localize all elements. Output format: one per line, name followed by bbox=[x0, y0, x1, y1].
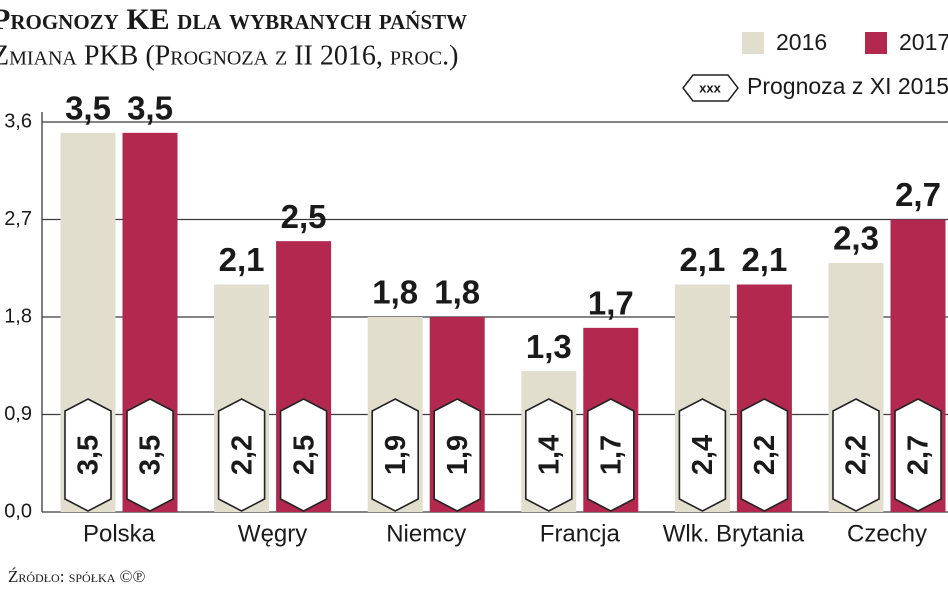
x-tick-label: Niemcy bbox=[386, 520, 466, 547]
forecast-label: 2,2 bbox=[226, 435, 258, 475]
forecast-label: 3,5 bbox=[135, 435, 167, 475]
x-tick-label: Polska bbox=[83, 520, 156, 547]
value-label: 2,5 bbox=[281, 198, 327, 235]
forecast-label: 2,2 bbox=[749, 435, 781, 475]
legend-label: Prognoza z XI 2015 bbox=[747, 73, 948, 99]
forecast-hex bbox=[524, 398, 573, 512]
legend-hex-text: xxx bbox=[699, 80, 721, 95]
legend-hex bbox=[682, 74, 739, 102]
forecast-label: 3,5 bbox=[73, 435, 105, 475]
legend-label: 2016 bbox=[776, 29, 827, 55]
forecast-hex bbox=[433, 398, 482, 512]
value-label: 2,7 bbox=[895, 176, 941, 213]
forecast-label: 2,4 bbox=[687, 435, 719, 475]
forecast-label: 1,9 bbox=[380, 435, 412, 475]
value-label: 2,1 bbox=[741, 241, 787, 278]
y-tick-label: 3,6 bbox=[4, 110, 32, 132]
forecast-hex bbox=[126, 398, 174, 512]
y-tick-label: 1,8 bbox=[4, 305, 32, 327]
chart-subtitle: Zmiana PKB (Prognoza z II 2016, proc.) bbox=[0, 40, 458, 71]
forecast-label: 2,5 bbox=[288, 435, 320, 475]
forecast-hex bbox=[371, 398, 420, 512]
forecast-label: 1,4 bbox=[533, 435, 565, 475]
forecast-label: 1,9 bbox=[442, 435, 474, 475]
legend-swatch bbox=[865, 32, 887, 54]
legend-label: 2017 bbox=[899, 29, 948, 55]
y-tick-label: 0,0 bbox=[4, 500, 32, 522]
forecast-hex bbox=[586, 398, 635, 512]
chart-title: Prognozy KE dla wybranych państw bbox=[0, 3, 467, 36]
value-label: 2,1 bbox=[679, 241, 725, 278]
forecast-hex bbox=[279, 398, 328, 512]
forecast-hex bbox=[740, 398, 789, 512]
forecast-label: 2,7 bbox=[903, 435, 935, 475]
x-tick-label: Węgry bbox=[238, 520, 307, 547]
x-tick-label: Wlk. Brytania bbox=[663, 520, 805, 547]
forecast-hex bbox=[678, 398, 727, 512]
legend-swatch bbox=[742, 32, 764, 54]
value-label: 3,5 bbox=[65, 90, 111, 127]
value-label: 3,5 bbox=[127, 90, 173, 127]
forecast-hex bbox=[894, 398, 942, 512]
forecast-label: 2,2 bbox=[841, 435, 873, 475]
value-label: 1,8 bbox=[434, 274, 480, 311]
source: Źródło: spółka ©℗ bbox=[8, 567, 146, 586]
forecast-hex bbox=[832, 398, 880, 512]
x-tick-label: Czechy bbox=[847, 520, 927, 547]
forecast-label: 1,7 bbox=[595, 435, 627, 475]
value-label: 1,3 bbox=[526, 328, 572, 365]
y-tick-label: 0,9 bbox=[4, 403, 32, 425]
y-tick-label: 2,7 bbox=[4, 208, 32, 230]
value-label: 2,3 bbox=[833, 220, 879, 257]
value-label: 1,8 bbox=[372, 274, 418, 311]
forecast-hex bbox=[64, 398, 112, 512]
forecast-hex bbox=[217, 398, 266, 512]
value-label: 2,1 bbox=[219, 241, 265, 278]
x-tick-label: Francja bbox=[540, 520, 621, 547]
value-label: 1,7 bbox=[588, 285, 634, 322]
